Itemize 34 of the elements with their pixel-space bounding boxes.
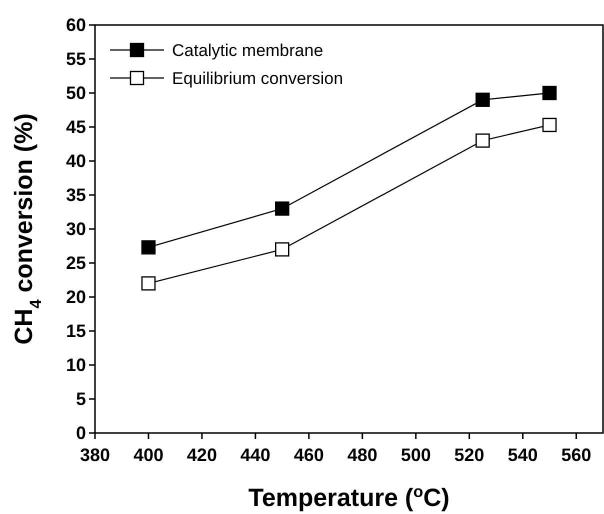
point (275, 242, 290, 257)
point (542, 118, 557, 132)
y-tick-label: 35 (66, 185, 86, 205)
x-tick-label: 540 (508, 445, 538, 465)
y-tick-label: 60 (66, 15, 86, 35)
y-tick-label: 15 (66, 321, 86, 341)
point (542, 86, 557, 100)
x-tick-label: 560 (561, 445, 592, 465)
legend-label: Catalytic membrane (172, 41, 324, 60)
y-tick-label: 20 (66, 287, 86, 307)
x-tick-label: 520 (454, 445, 484, 465)
x-tick-label: 420 (186, 445, 217, 465)
x-tick-label: 400 (133, 445, 164, 465)
legend-label: Equilibrium conversion (172, 69, 344, 88)
y-tick-label: 30 (66, 219, 86, 239)
y-tick-label: 10 (66, 355, 86, 375)
x-tick-label: 440 (240, 445, 270, 465)
x-tick-label: 500 (400, 445, 431, 465)
y-tick-label: 55 (66, 49, 86, 69)
x-tick-label: 480 (347, 445, 378, 465)
y-tick-label: 0 (76, 423, 86, 443)
y-tick-label: 40 (66, 151, 86, 171)
x-tick-label: 380 (80, 445, 110, 465)
x-axis-title: Temperature ($^{o}$C) (248, 483, 450, 512)
y-tick-label: 5 (76, 389, 86, 409)
point (275, 201, 290, 216)
point (476, 92, 490, 107)
point (141, 240, 156, 255)
y-tick-label: 50 (66, 83, 86, 103)
y-tick-label: 45 (66, 117, 86, 137)
point (476, 133, 490, 148)
point (141, 276, 156, 291)
x-tick-label: 460 (294, 445, 324, 465)
y-tick-label: 25 (66, 253, 86, 273)
